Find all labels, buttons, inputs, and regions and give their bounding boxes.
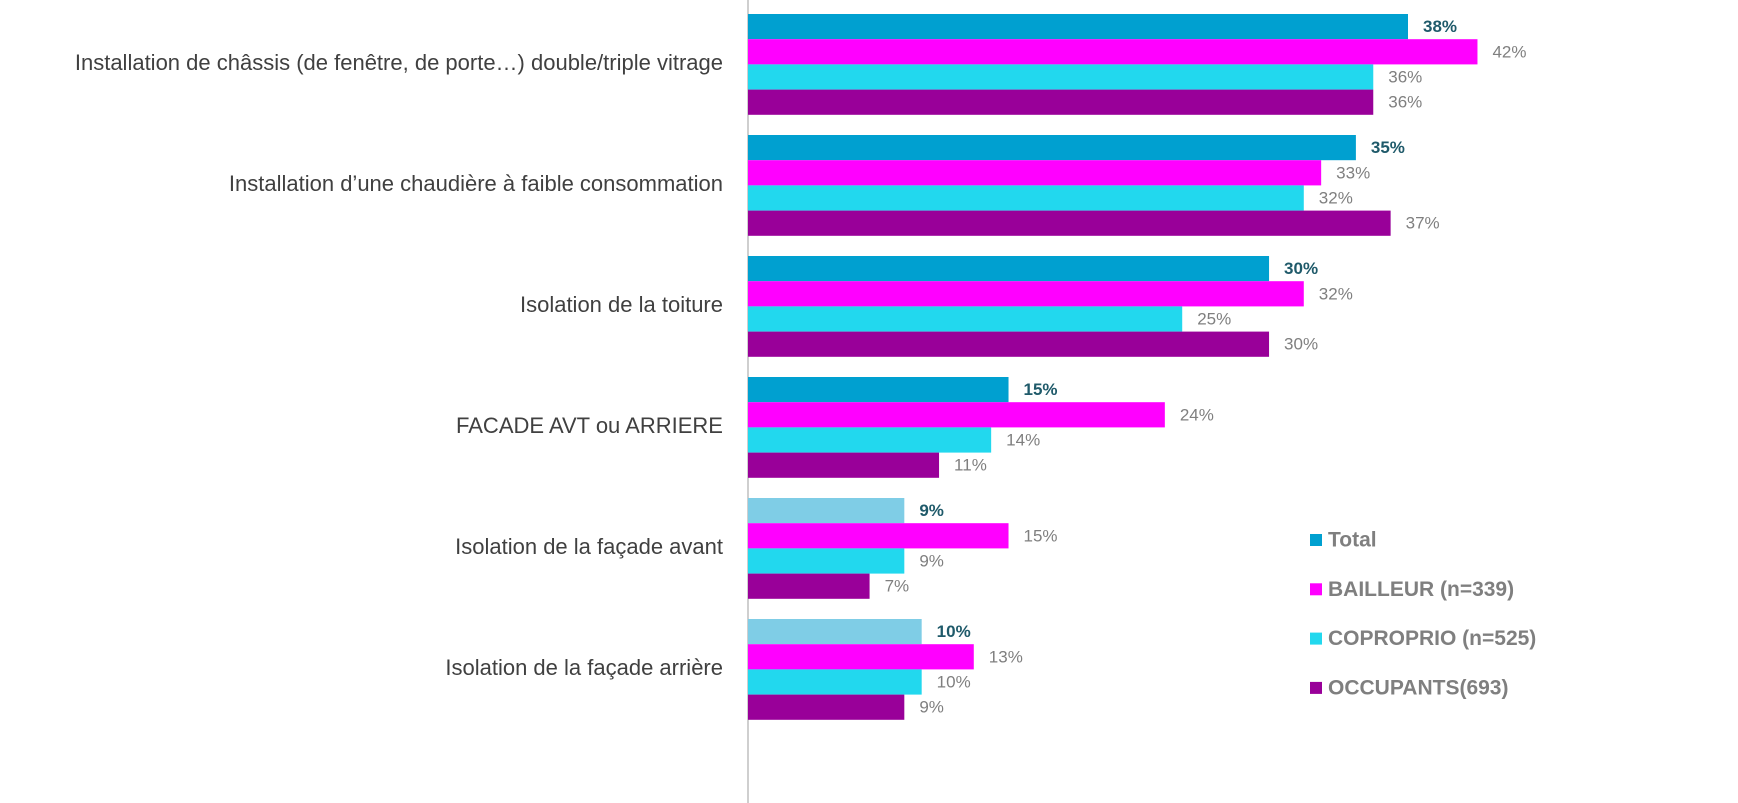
- value-label: 9%: [919, 551, 944, 570]
- value-label: 13%: [989, 647, 1023, 666]
- legend-swatch: [1310, 534, 1322, 546]
- bar: [748, 452, 940, 478]
- value-label: 14%: [1006, 430, 1040, 449]
- legend-label: COPROPRIO (n=525): [1328, 627, 1536, 650]
- bar: [748, 523, 1009, 549]
- legend-swatch: [1310, 681, 1322, 694]
- bar: [748, 669, 922, 695]
- value-label: 30%: [1284, 335, 1318, 354]
- bar: [748, 185, 1304, 211]
- category-label: Isolation de la façade avant: [455, 534, 723, 559]
- bar: [748, 377, 1009, 403]
- value-label: 11%: [954, 456, 987, 475]
- bar: [748, 14, 1408, 40]
- value-label: 15%: [1024, 526, 1058, 545]
- legend-label: OCCUPANTS(693): [1328, 676, 1508, 699]
- bar: [748, 89, 1374, 115]
- value-label: 24%: [1180, 405, 1214, 424]
- category-label: Installation d’une chaudière à faible co…: [229, 171, 723, 196]
- category-label: Isolation de la toiture: [520, 292, 723, 317]
- bar: [748, 694, 905, 720]
- legend-swatch: [1310, 632, 1322, 645]
- bar: [748, 160, 1322, 186]
- value-label: 10%: [937, 622, 971, 641]
- value-label: 25%: [1197, 309, 1231, 328]
- value-label: 9%: [919, 501, 944, 520]
- value-label: 38%: [1423, 17, 1457, 36]
- legend-label: Total: [1328, 529, 1377, 552]
- value-label: 42%: [1492, 42, 1526, 61]
- value-label: 36%: [1388, 67, 1422, 86]
- bar: [748, 548, 905, 574]
- value-label: 35%: [1371, 138, 1405, 157]
- value-label: 9%: [919, 698, 944, 717]
- bar: [748, 644, 974, 670]
- value-label: 32%: [1319, 284, 1353, 303]
- bar: [748, 306, 1183, 332]
- value-label: 33%: [1336, 163, 1370, 182]
- category-label: Isolation de la façade arrière: [445, 655, 723, 680]
- bar: [748, 402, 1165, 428]
- bar: [748, 427, 992, 453]
- bar: [748, 619, 922, 645]
- value-label: 10%: [937, 672, 971, 691]
- value-label: 36%: [1388, 93, 1422, 112]
- value-label: 7%: [885, 577, 910, 596]
- bar: [748, 331, 1270, 357]
- bar: [748, 135, 1356, 161]
- bar: [748, 281, 1304, 307]
- value-label: 30%: [1284, 259, 1318, 278]
- value-label: 15%: [1024, 380, 1058, 399]
- bar: [748, 210, 1391, 236]
- bar: [748, 256, 1270, 282]
- bar: [748, 498, 905, 524]
- category-label: Installation de châssis (de fenêtre, de …: [75, 50, 723, 75]
- value-label: 32%: [1319, 188, 1353, 207]
- legend-label: BAILLEUR (n=339): [1328, 578, 1514, 601]
- category-label: FACADE AVT ou ARRIERE: [456, 413, 723, 438]
- legend-swatch: [1310, 583, 1322, 596]
- bar: [748, 64, 1374, 90]
- bar: [748, 573, 870, 599]
- bar: [748, 39, 1478, 65]
- value-label: 37%: [1406, 214, 1440, 233]
